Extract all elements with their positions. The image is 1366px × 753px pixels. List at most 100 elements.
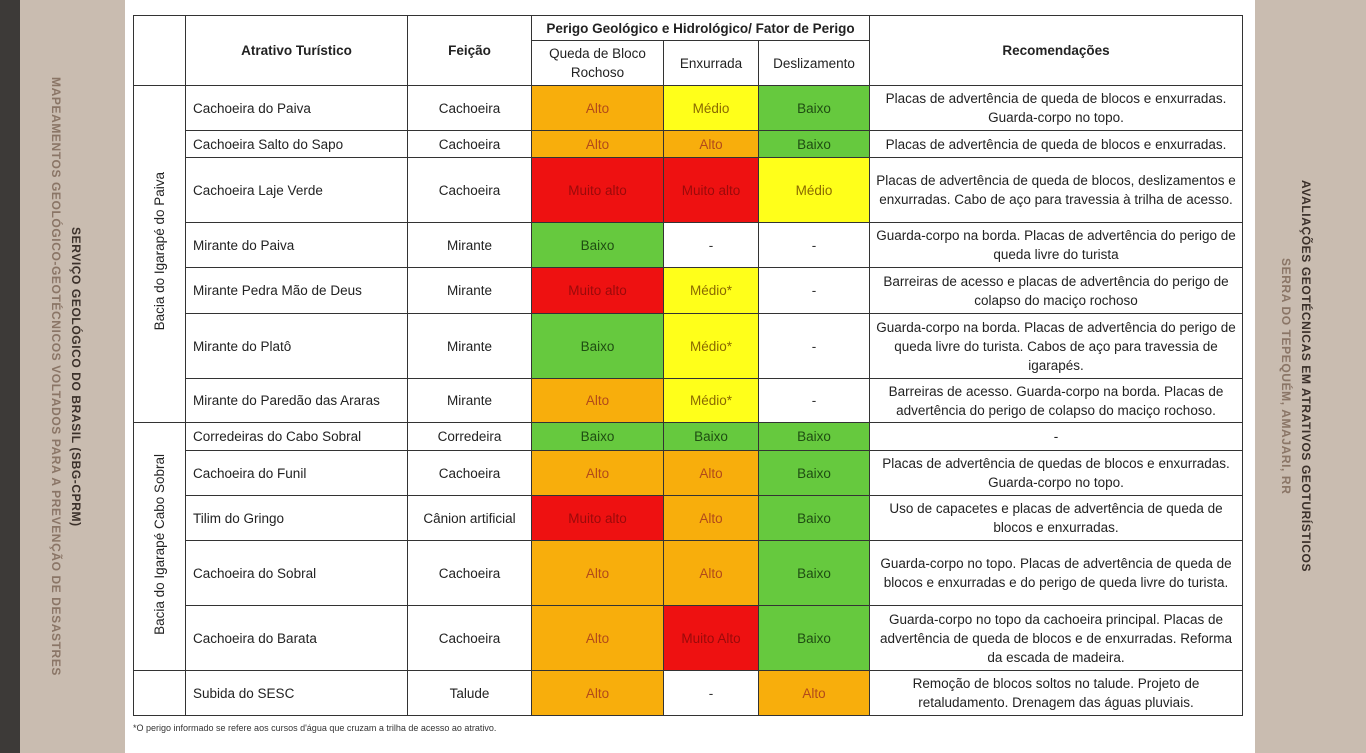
right-band [1255, 0, 1366, 753]
recommendation: Placas de advertência de queda de blocos… [869, 157, 1243, 223]
recommendation: Placas de advertência de quedas de bloco… [869, 450, 1243, 496]
risk-cell: - [758, 378, 870, 423]
risk-cell: Baixo [758, 605, 870, 671]
recommendation: - [869, 422, 1243, 451]
attraction-name: Cachoeira do Funil [185, 450, 408, 496]
feature: Cachoeira [407, 605, 532, 671]
recommendation: Placas de advertência de queda de blocos… [869, 130, 1243, 158]
risk-cell: Alto [663, 495, 759, 541]
table-body: Bacia do Igarapé do Paiva Cachoeira do Pa… [133, 85, 1243, 716]
table-row: Mirante Pedra Mão de Deus Mirante Muito al… [134, 267, 1243, 314]
table-row: Cachoeira do Sobral Cachoeira Alto Alto Baix… [134, 540, 1243, 606]
risk-cell: Alto [758, 670, 870, 716]
recommendation: Guarda-corpo na borda. Placas de advertê… [869, 222, 1243, 268]
table-row: Cachoeira do Funil Cachoeira Alto Alto Baixo… [134, 450, 1243, 496]
table-row: Cachoeira Salto do Sapo Cachoeira Alto Alto… [134, 130, 1243, 158]
recommendation: Guarda-corpo no topo da cachoeira princi… [869, 605, 1243, 671]
feature: Cachoeira [407, 540, 532, 606]
risk-cell: Baixo [758, 422, 870, 451]
group-cell: Bacia do Igarapé Cabo Sobral [133, 422, 186, 671]
attraction-name: Cachoeira do Paiva [185, 85, 408, 131]
risk-cell: Alto [531, 450, 664, 496]
risk-cell: Muito alto [531, 267, 664, 314]
side-text: SERVIÇO GEOLÓGICO DO BRASIL (SBG-CPRM) [69, 226, 83, 527]
risk-cell: Alto [531, 670, 664, 716]
group-cell [133, 670, 186, 716]
feature: Cachoeira [407, 450, 532, 496]
table-row: Bacia do Igarapé do Paiva Cachoeira do Pa… [133, 85, 1243, 423]
table-row: Subida do SESC Talude Alto - Alto Remoção de … [133, 670, 1243, 716]
recommendation: Barreiras de acesso. Guarda-corpo na bor… [869, 378, 1243, 423]
risk-cell: Alto [663, 130, 759, 158]
recommendation: Uso de capacetes e placas de advertência… [869, 495, 1243, 541]
risk-cell: Baixo [531, 222, 664, 268]
attraction-name: Cachoeira do Barata [185, 605, 408, 671]
side-text: SERRA DO TEPEQUÉM, AMAJARI, RR [1279, 258, 1293, 495]
table-row: Mirante do Paiva Mirante Baixo - - Guarda-cor… [134, 222, 1243, 268]
feature: Cânion artificial [407, 495, 532, 541]
feature: Mirante [407, 222, 532, 268]
risk-cell: - [663, 670, 759, 716]
risk-cell: Médio* [663, 267, 759, 314]
table-row: Mirante do Platô Mirante Baixo Médio* - Guard… [134, 313, 1243, 379]
attraction-name: Mirante do Platô [185, 313, 408, 379]
table-row: Bacia do Igarapé Cabo Sobral Corredeiras … [133, 422, 1243, 671]
recommendation: Placas de advertência de queda de blocos… [869, 85, 1243, 131]
feature: Cachoeira [407, 157, 532, 223]
risk-cell: Alto [531, 85, 664, 131]
recommendation: Remoção de blocos soltos no talude. Proj… [869, 670, 1243, 716]
risk-cell: Alto [531, 130, 664, 158]
feature: Mirante [407, 378, 532, 423]
feature: Cachoeira [407, 85, 532, 131]
side-text: AVALIAÇÕES GEOTÉCNICAS EM ATRATIVOS GEOT… [1299, 180, 1313, 573]
risk-cell: Baixo [758, 85, 870, 131]
attraction-name: Cachoeira do Sobral [185, 540, 408, 606]
risk-cell: Baixo [663, 422, 759, 451]
risk-cell: Médio [758, 157, 870, 223]
recommendation: Guarda-corpo na borda. Placas de advertê… [869, 313, 1243, 379]
risk-cell: - [758, 313, 870, 379]
risk-cell: Baixo [758, 540, 870, 606]
attraction-name: Subida do SESC [185, 670, 408, 716]
risk-cell: Baixo [531, 422, 664, 451]
risk-cell: Médio [663, 85, 759, 131]
group-label: Bacia do Igarapé Cabo Sobral [152, 453, 167, 635]
attraction-name: Cachoeira Laje Verde [185, 157, 408, 223]
header-cell: Perigo Geológico e Hidrológico/ Fator de… [531, 15, 870, 41]
header-cell: Enxurrada [663, 40, 759, 86]
feature: Talude [407, 670, 532, 716]
risk-cell: - [663, 222, 759, 268]
attraction-name: Cachoeira Salto do Sapo [185, 130, 408, 158]
risk-cell: - [758, 267, 870, 314]
group-label: Bacia do Igarapé do Paiva [152, 172, 167, 331]
header-cell: Feição [407, 15, 532, 86]
attraction-name: Mirante Pedra Mão de Deus [185, 267, 408, 314]
table-row: Mirante do Paredão das Araras Mirante Alto… [134, 378, 1243, 423]
recommendation: Guarda-corpo no topo. Placas de advertên… [869, 540, 1243, 606]
table-row: Cachoeira do Barata Cachoeira Alto Muito Al… [134, 605, 1243, 671]
attraction-name: Corredeiras do Cabo Sobral [185, 422, 408, 451]
header-cell: Recomendações [869, 15, 1243, 86]
risk-cell: Muito alto [531, 157, 664, 223]
feature: Cachoeira [407, 130, 532, 158]
risk-cell: Muito alto [663, 157, 759, 223]
risk-cell: Médio* [663, 313, 759, 379]
risk-cell: Baixo [758, 495, 870, 541]
header-cell: Atrativo Turístico [185, 15, 408, 86]
feature: Corredeira [407, 422, 532, 451]
risk-cell: Baixo [758, 450, 870, 496]
hazard-table: Atrativo Turístico Feição Perigo Geológi… [133, 15, 1243, 716]
group-cell: Bacia do Igarapé do Paiva [133, 85, 186, 423]
risk-cell: - [758, 222, 870, 268]
risk-cell: Muito Alto [663, 605, 759, 671]
risk-cell: Médio* [663, 378, 759, 423]
header-cell [133, 15, 186, 86]
feature: Mirante [407, 313, 532, 379]
table-row: Tilim do Gringo Cânion artificial Muito al… [134, 495, 1243, 541]
risk-cell: Alto [663, 450, 759, 496]
attraction-name: Mirante do Paredão das Araras [185, 378, 408, 423]
risk-cell: Alto [531, 378, 664, 423]
risk-cell: Alto [663, 540, 759, 606]
attraction-name: Mirante do Paiva [185, 222, 408, 268]
header-cell: Deslizamento [758, 40, 870, 86]
